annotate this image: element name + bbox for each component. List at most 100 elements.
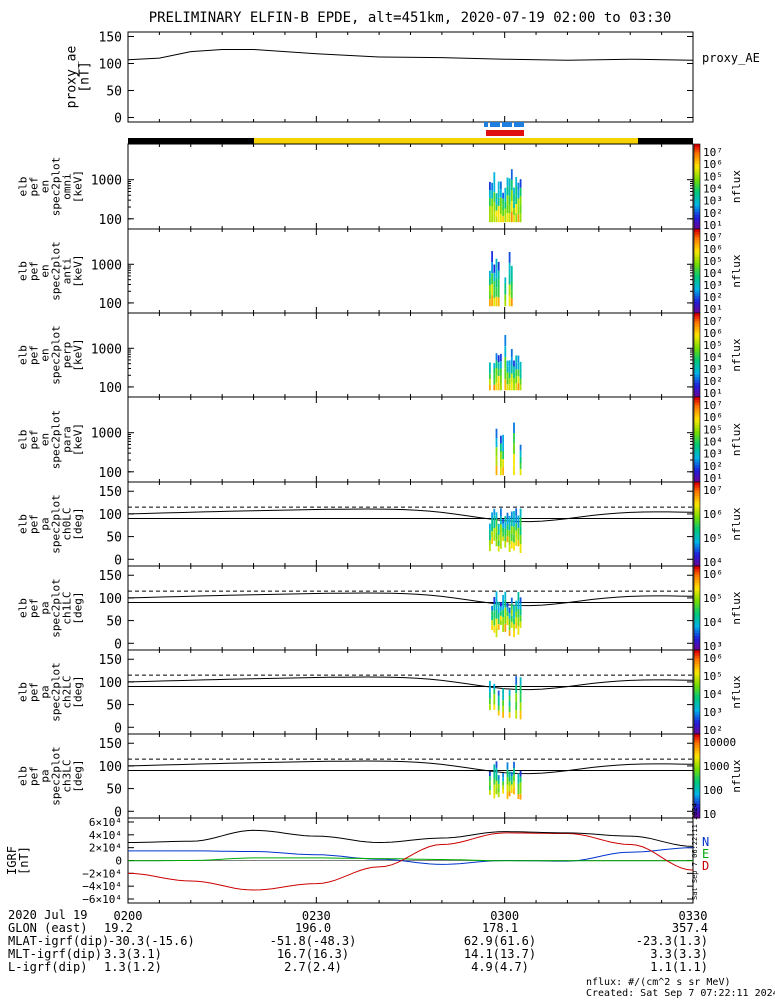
pa_ch2-cell bbox=[497, 695, 500, 701]
spec_omni-colorbar-step bbox=[694, 180, 700, 185]
pa_ch1-cell bbox=[517, 591, 520, 601]
pa_ch3-cell bbox=[495, 774, 498, 782]
spec_omni-cell bbox=[502, 210, 504, 217]
ephemeris-value: 178.1 bbox=[481, 921, 519, 935]
spec_omni-cell bbox=[489, 206, 491, 215]
spec_perp-cell bbox=[495, 353, 498, 361]
pa_ch3-colorbar-step bbox=[694, 806, 700, 811]
spec_anti-colorbar-step bbox=[694, 290, 700, 294]
pa_ch0-ylabel-line: pa bbox=[39, 517, 52, 530]
pa_ch0-colorbar-step bbox=[694, 552, 700, 556]
science-zone-blue bbox=[484, 122, 524, 127]
spec_omni-colorbar-tick-label: 10⁶ bbox=[703, 158, 723, 171]
pa_ch1-cell bbox=[508, 613, 511, 619]
pa_ch3-cell bbox=[508, 786, 511, 792]
pa_ch3-cell bbox=[497, 779, 500, 784]
pa_ch3-cell bbox=[519, 776, 522, 783]
pa_ch0-cell bbox=[513, 526, 515, 535]
science-zone-red bbox=[486, 130, 524, 136]
spec_para-cell bbox=[495, 447, 498, 457]
pa_ch2-cell bbox=[493, 699, 496, 705]
spec_anti-panel: 1000100elbpefenspec2plotanti[keV]10⁷10⁶1… bbox=[17, 228, 743, 316]
spec_perp-cell bbox=[493, 379, 496, 385]
spec_perp-cell bbox=[508, 366, 511, 373]
spec_anti-colorbar-step bbox=[694, 293, 700, 297]
spec_anti-colorbar-step bbox=[694, 307, 700, 311]
pa_ch1-colorbar-label: nflux bbox=[730, 591, 743, 624]
pa_ch2-cell bbox=[502, 711, 504, 718]
spec_perp-cell bbox=[489, 379, 491, 385]
spec_perp-cell bbox=[489, 362, 491, 368]
spec_omni-y-tick-label: 1000 bbox=[91, 174, 122, 189]
spec_para-colorbar-step bbox=[694, 414, 700, 418]
pa_ch0-cell bbox=[513, 542, 515, 551]
spec_perp-frame bbox=[127, 312, 694, 398]
spec_para-colorbar-step bbox=[694, 408, 700, 412]
spec_perp-cell bbox=[497, 369, 500, 377]
pa_ch3-cell bbox=[506, 777, 509, 785]
spec_omni-cell bbox=[495, 204, 498, 211]
spec_perp-cell bbox=[508, 372, 511, 379]
pa_ch0-cell bbox=[500, 540, 502, 549]
spec_omni-cell bbox=[517, 214, 520, 223]
pa_ch0-colorbar-step bbox=[694, 546, 700, 550]
pa_ch3-loss-cone-curve bbox=[127, 760, 694, 775]
pa_ch0-cell bbox=[508, 515, 511, 524]
spec_para-data-cells bbox=[495, 422, 522, 476]
pa_ch0-colorbar-step bbox=[694, 507, 700, 511]
spec_para-colorbar-label: nflux bbox=[730, 423, 743, 456]
pa_ch3-colorbar-step bbox=[694, 742, 700, 746]
spec_anti-cell bbox=[495, 287, 498, 297]
pa_ch2-colorbar-step bbox=[694, 700, 700, 704]
pa_ch1-cell bbox=[510, 621, 513, 628]
spec_perp-cell bbox=[495, 368, 498, 376]
spec_anti-colorbar-step bbox=[694, 301, 700, 306]
pa_ch2-colorbar-step bbox=[694, 672, 700, 676]
proxy-ae-series-line bbox=[127, 49, 694, 61]
pa_ch2-cell bbox=[489, 692, 491, 699]
pa_ch3-colorbar-step bbox=[694, 784, 700, 788]
pa_ch1-ylabel-line: pa bbox=[39, 601, 52, 614]
spec_perp-colorbar-step bbox=[694, 332, 700, 336]
pa_ch1-cell bbox=[510, 615, 513, 622]
spec_omni-cell bbox=[515, 186, 518, 195]
spec_omni-cell bbox=[504, 208, 507, 216]
spec_perp-colorbar-step bbox=[694, 352, 700, 356]
spec_anti-colorbar-step bbox=[694, 273, 700, 278]
time-tick-label: 0330 bbox=[679, 909, 708, 923]
pa_ch2-colorbar-step bbox=[694, 708, 700, 713]
spec_omni-colorbar-step bbox=[694, 200, 700, 204]
pa_ch0-cell bbox=[517, 534, 520, 541]
pa_ch2-cell bbox=[515, 710, 518, 719]
spec_perp-cell bbox=[510, 382, 513, 391]
proxy-ae-y-tick-label: 100 bbox=[99, 58, 122, 73]
pa_ch3-cell bbox=[502, 781, 504, 786]
spec_perp-cell bbox=[513, 378, 515, 385]
spec_omni-cell bbox=[491, 198, 493, 207]
spec_omni-cell bbox=[510, 179, 513, 191]
pa_ch0-y-tick-label: 100 bbox=[99, 508, 122, 523]
pa_ch0-cell bbox=[493, 534, 496, 541]
spec_perp-cell bbox=[515, 362, 518, 370]
spec_omni-cell bbox=[495, 193, 498, 199]
spec_anti-colorbar-tick-label: 10³ bbox=[703, 279, 723, 292]
pa_ch1-cell bbox=[497, 601, 500, 608]
spec_anti-colorbar-step bbox=[694, 271, 700, 275]
pa_ch0-panel: 150100500elbpefpaspec2plotch0LC[deg]10⁷1… bbox=[17, 481, 743, 569]
pa_ch0-colorbar-step bbox=[694, 554, 700, 559]
spec_omni-cell bbox=[491, 182, 493, 191]
pa_ch3-cell bbox=[489, 785, 491, 791]
created-note: Created: Sat Sep 7 07:22:11 2024 bbox=[586, 988, 775, 999]
spec_para-colorbar-step bbox=[694, 425, 700, 429]
pa_ch0-cell bbox=[493, 515, 496, 522]
pa_ch0-colorbar-step bbox=[694, 526, 700, 531]
spec_omni-colorbar-tick-label: 10⁵ bbox=[703, 170, 723, 183]
spec_para-colorbar-tick-label: 10⁵ bbox=[703, 423, 723, 436]
pa_ch1-cell bbox=[506, 611, 509, 617]
spec_omni-cell bbox=[508, 178, 511, 188]
spec_anti-colorbar-step bbox=[694, 251, 700, 255]
spec_omni-cell bbox=[515, 195, 518, 205]
pa_ch3-cell bbox=[497, 775, 500, 780]
spec_perp-cell bbox=[497, 383, 500, 391]
spec_omni-panel: 1000100elbpefenspec2plotomni[keV]10⁷10⁶1… bbox=[17, 143, 743, 232]
